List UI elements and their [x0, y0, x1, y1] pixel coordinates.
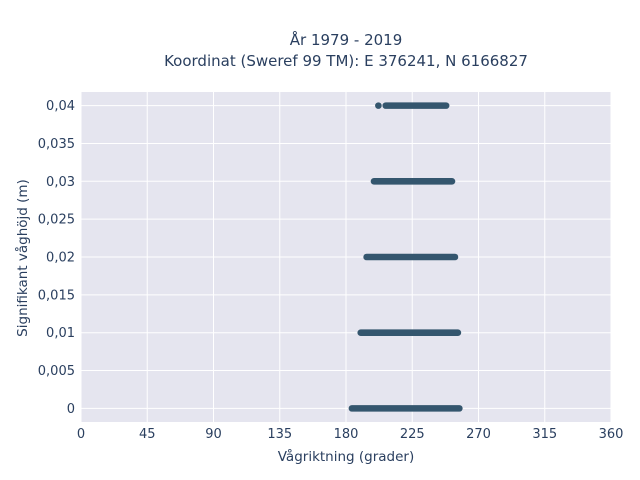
y-tick-label: 0,01 [46, 326, 75, 341]
x-tick-label: 135 [267, 427, 292, 442]
x-tick-label: 90 [205, 427, 222, 442]
x-tick-label: 0 [77, 427, 85, 442]
x-tick-label: 45 [139, 427, 156, 442]
data-point [375, 102, 382, 109]
x-tick-label: 180 [334, 427, 359, 442]
chart-title-line1: År 1979 - 2019 [290, 30, 403, 49]
y-tick-label: 0,015 [38, 288, 75, 303]
y-tick-label: 0,04 [46, 99, 75, 114]
data-points [348, 102, 463, 412]
y-axis-ticks: 0 0,005 0,01 0,015 0,02 0,025 0,03 0,035 0,04 [38, 99, 75, 417]
x-tick-label: 225 [400, 427, 425, 442]
chart-title-line2: Koordinat (Sweref 99 TM): E 376241, N 61… [164, 52, 528, 70]
y-tick-label: 0,02 [46, 251, 75, 266]
grid-lines [80, 92, 612, 422]
x-axis-ticks: 0 45 90 135 180 225 270 315 360 [77, 427, 624, 442]
x-tick-label: 270 [466, 427, 491, 442]
y-tick-label: 0,005 [38, 364, 75, 379]
x-tick-label: 315 [532, 427, 557, 442]
x-axis-label: Vågriktning (grader) [278, 448, 415, 465]
y-tick-label: 0,025 [38, 213, 75, 228]
y-tick-label: 0,03 [46, 175, 75, 190]
y-tick-label: 0,035 [38, 137, 75, 152]
y-tick-label: 0 [67, 402, 75, 417]
x-tick-label: 360 [599, 427, 624, 442]
y-axis-label: Signifikant våghöjd (m) [14, 179, 31, 337]
